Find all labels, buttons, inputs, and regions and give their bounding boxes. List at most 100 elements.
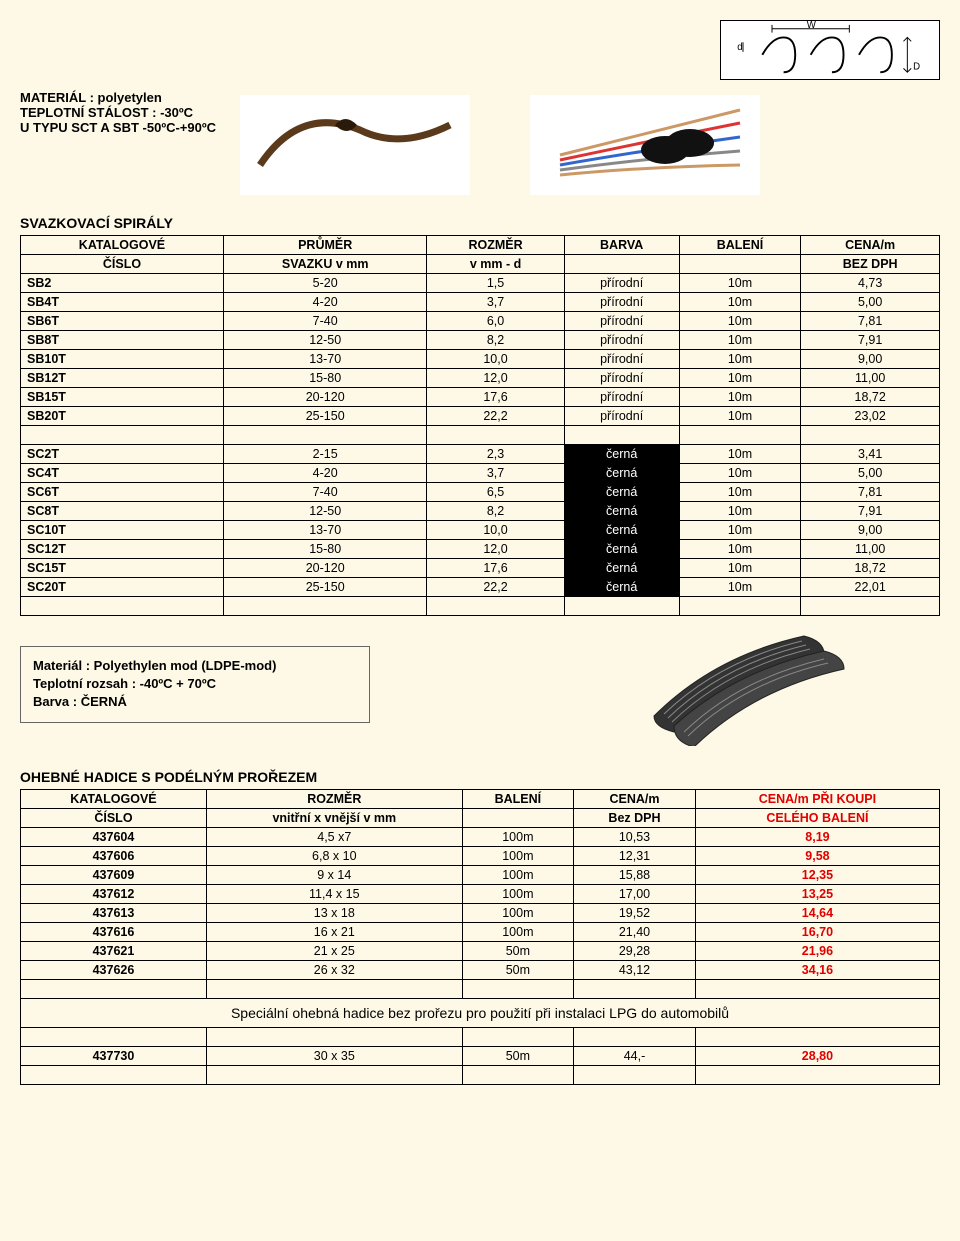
diagram-label-d-small: d (737, 42, 742, 53)
table-cell: SB15T (21, 388, 224, 407)
table-cell: 50m (462, 1047, 573, 1066)
table-cell: přírodní (564, 312, 679, 331)
table-cell: 15-80 (223, 369, 426, 388)
table-cell: 11,4 x 15 (206, 885, 462, 904)
table-cell: 15-80 (223, 540, 426, 559)
t1-h-pack: BALENÍ (679, 236, 801, 255)
table-cell: přírodní (564, 331, 679, 350)
t1-h-price: CENA/m (801, 236, 940, 255)
t2-h2-code: ČÍSLO (21, 809, 207, 828)
table-row: SB12T15-8012,0přírodní10m11,00 (21, 369, 940, 388)
table-cell: 9,00 (801, 521, 940, 540)
table-cell: 6,8 x 10 (206, 847, 462, 866)
table-row: SC2T2-152,3černá10m3,41 (21, 445, 940, 464)
table-cell: 25-150 (223, 578, 426, 597)
diagram-label-w: W (807, 21, 817, 31)
table-cell: 100m (462, 828, 573, 847)
table-cell: SC15T (21, 559, 224, 578)
table-cell: 18,72 (801, 388, 940, 407)
cable-bundle-illustration (530, 95, 760, 195)
table-cell: 26 x 32 (206, 961, 462, 980)
table-cell: 8,2 (427, 331, 564, 350)
table-cell: 10m (679, 293, 801, 312)
table-row: SC6T7-406,5černá10m7,81 (21, 483, 940, 502)
table-cell: 23,02 (801, 407, 940, 426)
table-cell: 10m (679, 521, 801, 540)
table-cell: 10m (679, 464, 801, 483)
table-cell: 7,81 (801, 312, 940, 331)
table-cell: 3,7 (427, 293, 564, 312)
t1-h2-size: v mm - d (427, 255, 564, 274)
table-cell: přírodní (564, 407, 679, 426)
table-cell: černá (564, 540, 679, 559)
table-cell: SB10T (21, 350, 224, 369)
table-cell: 9,00 (801, 350, 940, 369)
t2-h2-size: vnitřní x vnější v mm (206, 809, 462, 828)
table-row: 43761313 x 18100m19,5214,64 (21, 904, 940, 923)
table-cell: SB12T (21, 369, 224, 388)
table-cell: 11,00 (801, 540, 940, 559)
table-cell: 5-20 (223, 274, 426, 293)
table-cell: 25-150 (223, 407, 426, 426)
spiral-dimension-diagram: W d D (720, 20, 940, 80)
table-row: SC4T4-203,7černá10m5,00 (21, 464, 940, 483)
table-cell: 12,31 (574, 847, 696, 866)
table-cell: 28,80 (695, 1047, 939, 1066)
table-cell: 10m (679, 502, 801, 521)
table-cell: SC8T (21, 502, 224, 521)
table1-heading: SVAZKOVACÍ SPIRÁLY (20, 215, 940, 231)
table-cell: 10m (679, 350, 801, 369)
table-cell: 50m (462, 961, 573, 980)
table-cell: černá (564, 559, 679, 578)
table-cell: SC2T (21, 445, 224, 464)
table-cell: 437613 (21, 904, 207, 923)
table-cell: 5,00 (801, 293, 940, 312)
table-row: SB15T20-12017,6přírodní10m18,72 (21, 388, 940, 407)
table-cell: 22,2 (427, 407, 564, 426)
t2-h-pack: BALENÍ (462, 790, 573, 809)
table-cell: 4,5 x7 (206, 828, 462, 847)
t1-h2-price: BEZ DPH (801, 255, 940, 274)
table-cell: 12-50 (223, 331, 426, 350)
table-cell: 21,40 (574, 923, 696, 942)
table-cell: 7-40 (223, 312, 426, 331)
table-cell: přírodní (564, 388, 679, 407)
t2-h-price: CENA/m (574, 790, 696, 809)
table-row: SC8T12-508,2černá10m7,91 (21, 502, 940, 521)
table-row: 43762626 x 3250m43,1234,16 (21, 961, 940, 980)
table-cell: 3,7 (427, 464, 564, 483)
table-cell: 22,2 (427, 578, 564, 597)
table-cell: černá (564, 483, 679, 502)
table-cell: 8,2 (427, 502, 564, 521)
table-cell: 10m (679, 312, 801, 331)
table-row: 43762121 x 2550m29,2821,96 (21, 942, 940, 961)
table-cell: 10,53 (574, 828, 696, 847)
table-cell: 16,70 (695, 923, 939, 942)
table-cell: 21,96 (695, 942, 939, 961)
table-cell: SC6T (21, 483, 224, 502)
table-row: SB4T4-203,7přírodní10m5,00 (21, 293, 940, 312)
t2-h-size: ROZMĚR (206, 790, 462, 809)
diagram-label-D: D (913, 61, 920, 72)
table-row: 43761211,4 x 15100m17,0013,25 (21, 885, 940, 904)
t2-h-price-bulk: CENA/m PŘI KOUPI (695, 790, 939, 809)
table-cell: 6,0 (427, 312, 564, 331)
table-cell: 10m (679, 274, 801, 293)
matbox-l2: Teplotní rozsah : -40ºC + 70ºC (33, 675, 357, 693)
table-cell: přírodní (564, 350, 679, 369)
table-cell: 1,5 (427, 274, 564, 293)
table-cell: 20-120 (223, 388, 426, 407)
table-cell: 9 x 14 (206, 866, 462, 885)
table2-heading: OHEBNÉ HADICE S PODÉLNÝM PROŘEZEM (20, 769, 940, 785)
table-row: SC15T20-12017,6černá10m18,72 (21, 559, 940, 578)
table-cell: 8,19 (695, 828, 939, 847)
table-cell: 10m (679, 331, 801, 350)
table-cell: 21 x 25 (206, 942, 462, 961)
table-cell: SB20T (21, 407, 224, 426)
table-cell: 6,5 (427, 483, 564, 502)
table-cell: SB2 (21, 274, 224, 293)
table-cell: 12,35 (695, 866, 939, 885)
table-cell: 7,91 (801, 502, 940, 521)
t1-h-diameter: PRŮMĚR (223, 236, 426, 255)
t2-h2-pack (462, 809, 573, 828)
